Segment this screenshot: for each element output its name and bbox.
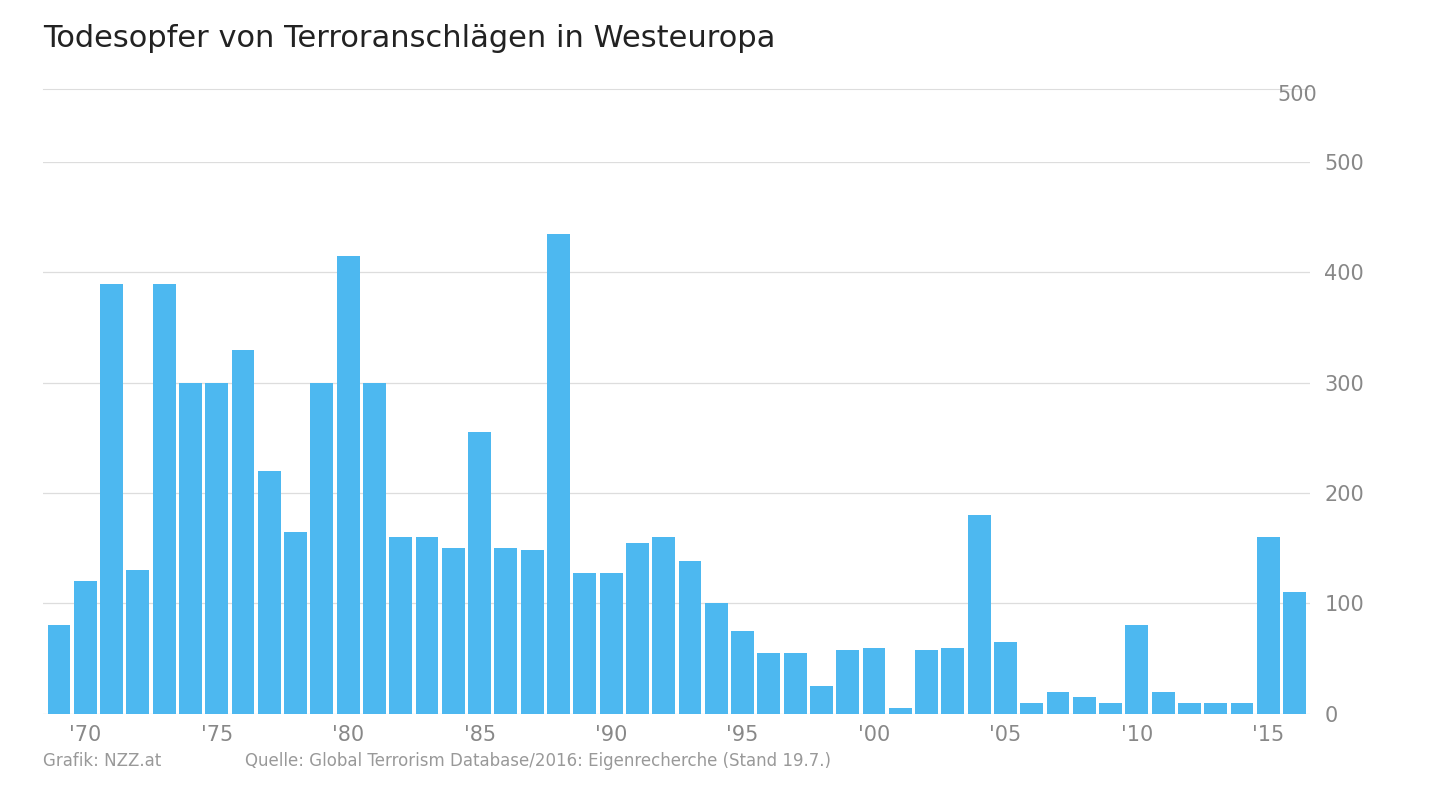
Bar bbox=[101, 284, 122, 714]
Bar bbox=[1257, 537, 1280, 714]
Bar bbox=[521, 551, 544, 714]
Bar bbox=[599, 573, 622, 714]
Bar bbox=[732, 631, 755, 714]
Bar bbox=[1231, 702, 1253, 714]
Bar bbox=[1126, 625, 1148, 714]
Bar bbox=[416, 537, 438, 714]
Bar bbox=[179, 383, 202, 714]
Bar bbox=[704, 603, 727, 714]
Bar bbox=[389, 537, 412, 714]
Bar bbox=[573, 573, 596, 714]
Bar bbox=[678, 561, 701, 714]
Bar bbox=[1178, 702, 1201, 714]
Bar bbox=[284, 532, 307, 714]
Bar bbox=[1152, 692, 1175, 714]
Bar bbox=[1204, 702, 1227, 714]
Bar bbox=[258, 471, 281, 714]
Bar bbox=[442, 548, 465, 714]
Bar bbox=[1283, 592, 1306, 714]
Bar bbox=[783, 653, 806, 714]
Bar bbox=[494, 548, 517, 714]
Bar bbox=[153, 284, 176, 714]
Bar bbox=[916, 650, 937, 714]
Bar bbox=[232, 350, 255, 714]
Bar bbox=[468, 432, 491, 714]
Bar bbox=[863, 647, 886, 714]
Bar bbox=[626, 543, 649, 714]
Bar bbox=[994, 642, 1017, 714]
Bar bbox=[311, 383, 333, 714]
Bar bbox=[547, 234, 570, 714]
Text: Todesopfer von Terroranschlägen in Westeuropa: Todesopfer von Terroranschlägen in Weste… bbox=[43, 24, 776, 54]
Bar bbox=[127, 570, 150, 714]
Bar bbox=[942, 647, 965, 714]
Bar bbox=[757, 653, 780, 714]
Text: 500: 500 bbox=[1277, 85, 1318, 105]
Bar bbox=[73, 581, 96, 714]
Text: Quelle: Global Terrorism Database/2016: Eigenrecherche (Stand 19.7.): Quelle: Global Terrorism Database/2016: … bbox=[245, 753, 831, 770]
Bar bbox=[363, 383, 386, 714]
Text: Grafik: NZZ.at: Grafik: NZZ.at bbox=[43, 753, 161, 770]
Bar bbox=[337, 256, 360, 714]
Bar bbox=[888, 708, 912, 714]
Bar bbox=[837, 650, 860, 714]
Bar bbox=[206, 383, 228, 714]
Bar bbox=[968, 515, 991, 714]
Bar bbox=[1021, 702, 1043, 714]
Bar bbox=[809, 686, 832, 714]
Bar bbox=[1073, 697, 1096, 714]
Bar bbox=[652, 537, 675, 714]
Bar bbox=[1047, 692, 1070, 714]
Bar bbox=[1099, 702, 1122, 714]
Bar bbox=[48, 625, 71, 714]
